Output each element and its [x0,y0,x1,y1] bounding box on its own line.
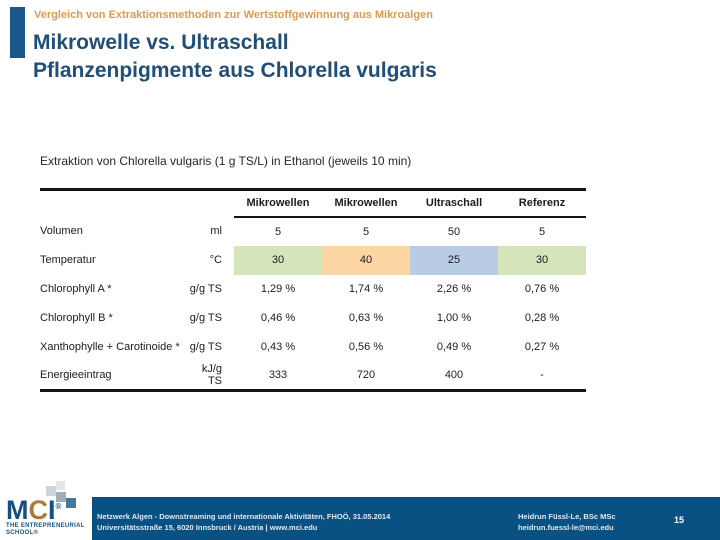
slide-title: Mikrowelle vs. Ultraschall Pflanzenpigme… [33,29,437,85]
cell-value: 0,49 % [436,341,472,353]
row-label: Energieeintrag [40,369,112,382]
table-row-volumen: Volumen ml 5 5 50 5 [40,217,586,246]
row-label: Xanthophylle + Carotinoide * [40,341,180,353]
row-unit: g/g TS [189,341,222,353]
cell-value: 0,28 % [524,312,560,324]
footer-author-name: Heidrun Füssl-Le, BSc MSc [518,512,616,521]
registered-mark: ® [55,502,62,511]
row-unit: kJ/g TS [201,363,222,388]
cell-value: 0,43 % [260,341,296,353]
mci-tagline-line2: SCHOOL® [6,530,39,536]
footer-event-line2: Universitätsstraße 15, 6020 Innsbruck / … [97,523,318,532]
footer-author-email: heidrun.fuessl-le@mci.edu [518,523,614,532]
footer-event-line1: Netzwerk Algen - Downstreaming und inter… [97,512,391,521]
cell-value: 0,63 % [348,312,384,324]
column-header: Ultraschall [410,189,498,218]
mosaic-square [56,481,65,490]
table-row-chlorophyll-b: Chlorophyll B * g/g TS 0,46 % 0,63 % 1,0… [40,304,586,333]
cell-value: 2,26 % [436,283,472,295]
header-spacer [40,190,186,217]
row-unit: °C [209,254,222,266]
cell-value: 0,46 % [260,312,296,324]
row-unit: ml [210,225,222,237]
column-header: Referenz [498,189,586,218]
row-label: Temperatur [40,254,96,266]
mci-logo-letter-m: M [6,495,29,525]
table-header-row: Mikrowellen Mikrowellen Ultraschall Refe… [40,189,586,218]
cell-value: 720 [356,369,376,382]
header-spacer [186,190,234,217]
cell-value: 50 [447,225,461,238]
footer-bar [0,497,720,540]
row-label: Chlorophyll B * [40,312,113,324]
cell-value-highlighted: 30 [234,245,322,275]
slide-title-line1: Mikrowelle vs. Ultraschall [33,31,289,54]
mci-logo-letter-c: C [28,495,49,525]
cell-value-highlighted: 30 [498,245,586,275]
cell-value: 0,76 % [524,283,560,295]
cell-value: 400 [444,369,464,382]
mci-logo-tagline: THE ENTREPRENEURIAL SCHOOL® [6,523,85,537]
slide-title-line2: Pflanzenpigmente aus Chlorella vulgaris [33,59,437,82]
cell-value: 1,74 % [348,283,384,295]
mci-logo: MCI® [6,492,61,525]
row-label: Volumen [40,225,83,237]
mosaic-square [66,498,76,508]
table-row-xanthophylle: Xanthophylle + Carotinoide * g/g TS 0,43… [40,333,586,362]
column-header: Mikrowellen [322,189,410,218]
table-caption: Extraktion von Chlorella vulgaris (1 g T… [40,154,412,168]
cell-value-highlighted: 25 [410,245,498,275]
cell-value: 0,27 % [524,341,560,353]
extraction-table: Mikrowellen Mikrowellen Ultraschall Refe… [40,188,586,392]
cell-value: 333 [268,369,288,382]
row-label: Chlorophyll A * [40,283,112,295]
accent-bar [10,7,25,58]
cell-value-highlighted: 40 [322,245,410,275]
table-row-energieeintrag: Energieeintrag kJ/g TS 333 720 400 - [40,362,586,391]
cell-value: 5 [274,225,282,238]
mosaic-square [56,492,66,502]
page-number: 15 [674,515,685,525]
table-row-temperatur: Temperatur °C 30 40 25 30 [40,245,586,275]
cell-value: 5 [538,225,546,238]
cell-value: 1,00 % [436,312,472,324]
cell-value: 1,29 % [260,283,296,295]
mosaic-square [46,486,56,496]
slide-kicker: Vergleich von Extraktionsmethoden zur We… [34,9,433,21]
cell-value: 0,56 % [348,341,384,353]
footer-author-info: Heidrun Füssl-Le, BSc MSc heidrun.fuessl… [518,511,616,533]
footer-event-info: Netzwerk Algen - Downstreaming und inter… [97,511,390,533]
cell-value: - [540,369,544,382]
column-header: Mikrowellen [234,189,322,218]
table-row-chlorophyll-a: Chlorophyll A * g/g TS 1,29 % 1,74 % 2,2… [40,275,586,304]
cell-value: 5 [362,225,370,238]
row-unit: g/g TS [189,312,222,324]
mci-tagline-line1: THE ENTREPRENEURIAL [6,523,85,529]
row-unit: g/g TS [189,283,222,295]
mci-logo-letter-i: I [48,495,56,525]
